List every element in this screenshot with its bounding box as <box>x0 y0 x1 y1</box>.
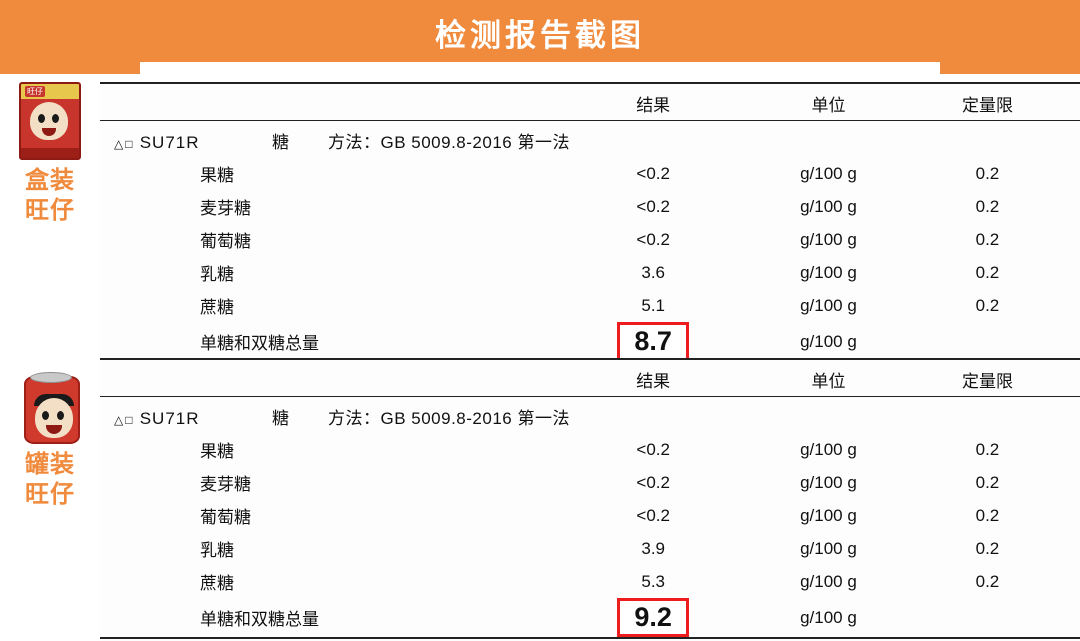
row-result: <0.2 <box>636 229 670 249</box>
table-row: 蔗糖 5.3 g/100 g 0.2 <box>100 565 1080 598</box>
table-row: 麦芽糖 <0.2 g/100 g 0.2 <box>100 190 1080 223</box>
table-row-total: 单糖和双糖总量 9.2 g/100 g <box>100 598 1080 638</box>
row-unit: g/100 g <box>800 607 857 627</box>
product-label-line2: 旺仔 <box>25 481 75 508</box>
row-unit: g/100 g <box>800 196 857 216</box>
row-result: 5.3 <box>641 571 665 591</box>
milk-can-icon <box>22 370 80 444</box>
row-result: <0.2 <box>636 505 670 525</box>
row-unit: g/100 g <box>800 538 857 558</box>
report-table-canned: 结果 单位 定量限 △□ SU71R 糖 方法：GB 5009.8-2016 第… <box>100 358 1080 641</box>
row-result: 3.9 <box>641 538 665 558</box>
table-row: 葡萄糖 <0.2 g/100 g 0.2 <box>100 223 1080 256</box>
col-header-name <box>100 86 562 121</box>
highlighted-total-value: 9.2 <box>617 598 689 637</box>
row-unit: g/100 g <box>800 571 857 591</box>
col-header-limit: 定量限 <box>961 371 1013 391</box>
row-unit: g/100 g <box>800 262 857 282</box>
meta-method: 方法：GB 5009.8-2016 第一法 <box>327 132 570 152</box>
meta-code: SU71R <box>139 132 200 152</box>
row-unit: g/100 g <box>800 331 857 351</box>
product-label-line2: 旺仔 <box>25 197 75 224</box>
row-analyte-name: 葡萄糖 <box>200 232 251 251</box>
table-header-row: 结果 单位 定量限 <box>100 362 1080 397</box>
table-row: 乳糖 3.9 g/100 g 0.2 <box>100 532 1080 565</box>
product-label-line1: 盒装 <box>25 167 75 194</box>
table-row: 乳糖 3.6 g/100 g 0.2 <box>100 256 1080 289</box>
table-row: 蔗糖 5.1 g/100 g 0.2 <box>100 289 1080 322</box>
meta-marks: △□ <box>114 136 135 151</box>
row-unit: g/100 g <box>800 505 857 525</box>
milk-box-icon: 旺仔 <box>19 82 81 160</box>
report-table-boxed: 结果 单位 定量限 △□ SU71R 糖 方法：GB 5009.8-2016 第… <box>100 82 1080 365</box>
table-row-total: 单糖和双糖总量 8.7 g/100 g <box>100 322 1080 362</box>
table-row: 果糖 <0.2 g/100 g 0.2 <box>100 433 1080 466</box>
row-unit: g/100 g <box>800 163 857 183</box>
meta-analyte-group: 糖 <box>272 132 290 152</box>
row-result: <0.2 <box>636 196 670 216</box>
row-limit: 0.2 <box>975 439 1000 459</box>
row-result-highlight: 9.2 <box>562 598 744 638</box>
row-limit <box>913 322 1080 362</box>
row-result: 3.6 <box>641 262 665 282</box>
col-header-unit: 单位 <box>811 95 846 115</box>
meta-code: SU71R <box>139 408 200 428</box>
highlighted-total-value: 8.7 <box>617 322 689 361</box>
row-limit: 0.2 <box>975 262 1000 282</box>
product-boxed-wangzai: 旺仔 盒装 旺仔 <box>0 82 100 226</box>
row-result-highlight: 8.7 <box>562 322 744 362</box>
row-limit: 0.2 <box>975 571 1000 591</box>
col-header-name <box>100 362 562 397</box>
row-limit: 0.2 <box>975 505 1000 525</box>
row-analyte-name: 果糖 <box>200 166 234 185</box>
header-banner <box>0 0 1080 74</box>
col-header-result: 结果 <box>636 371 671 391</box>
row-limit: 0.2 <box>975 196 1000 216</box>
table-row: 葡萄糖 <0.2 g/100 g 0.2 <box>100 499 1080 532</box>
row-limit: 0.2 <box>975 295 1000 315</box>
col-header-unit: 单位 <box>811 371 846 391</box>
table-meta-row: △□ SU71R 糖 方法：GB 5009.8-2016 第一法 <box>100 123 1080 157</box>
row-analyte-name: 麦芽糖 <box>200 475 251 494</box>
row-unit: g/100 g <box>800 439 857 459</box>
row-limit: 0.2 <box>975 163 1000 183</box>
row-analyte-name: 果糖 <box>200 442 234 461</box>
meta-method: 方法：GB 5009.8-2016 第一法 <box>327 408 570 428</box>
table-meta-row: △□ SU71R 糖 方法：GB 5009.8-2016 第一法 <box>100 399 1080 433</box>
row-analyte-name: 麦芽糖 <box>200 199 251 218</box>
table-row: 麦芽糖 <0.2 g/100 g 0.2 <box>100 466 1080 499</box>
row-limit: 0.2 <box>975 229 1000 249</box>
meta-marks: △□ <box>114 412 135 427</box>
row-analyte-name: 葡萄糖 <box>200 508 251 527</box>
row-limit <box>913 598 1080 638</box>
row-unit: g/100 g <box>800 295 857 315</box>
table-row: 果糖 <0.2 g/100 g 0.2 <box>100 157 1080 190</box>
row-analyte-name: 乳糖 <box>200 541 234 560</box>
table-header-row: 结果 单位 定量限 <box>100 86 1080 121</box>
row-result: <0.2 <box>636 439 670 459</box>
row-unit: g/100 g <box>800 229 857 249</box>
col-header-limit: 定量限 <box>961 95 1013 115</box>
row-analyte-name: 单糖和双糖总量 <box>200 610 319 629</box>
row-result: <0.2 <box>636 472 670 492</box>
row-analyte-name: 单糖和双糖总量 <box>200 334 319 353</box>
product-label-line1: 罐装 <box>25 451 75 478</box>
row-analyte-name: 蔗糖 <box>200 574 234 593</box>
row-result: 5.1 <box>641 295 665 315</box>
product-canned-wangzai: 罐装 旺仔 <box>0 370 100 510</box>
col-header-result: 结果 <box>636 95 671 115</box>
page-title: 检测报告截图 <box>435 18 645 53</box>
row-result: <0.2 <box>636 163 670 183</box>
row-limit: 0.2 <box>975 538 1000 558</box>
row-analyte-name: 乳糖 <box>200 265 234 284</box>
meta-analyte-group: 糖 <box>272 408 290 428</box>
row-limit: 0.2 <box>975 472 1000 492</box>
row-unit: g/100 g <box>800 472 857 492</box>
row-analyte-name: 蔗糖 <box>200 298 234 317</box>
